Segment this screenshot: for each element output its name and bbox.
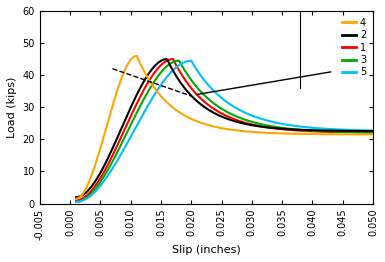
Legend: 4, 2, 1, 3, 5: 4, 2, 1, 3, 5 (340, 16, 368, 79)
X-axis label: Slip (inches): Slip (inches) (172, 245, 241, 255)
Y-axis label: Load (kips): Load (kips) (7, 77, 17, 138)
